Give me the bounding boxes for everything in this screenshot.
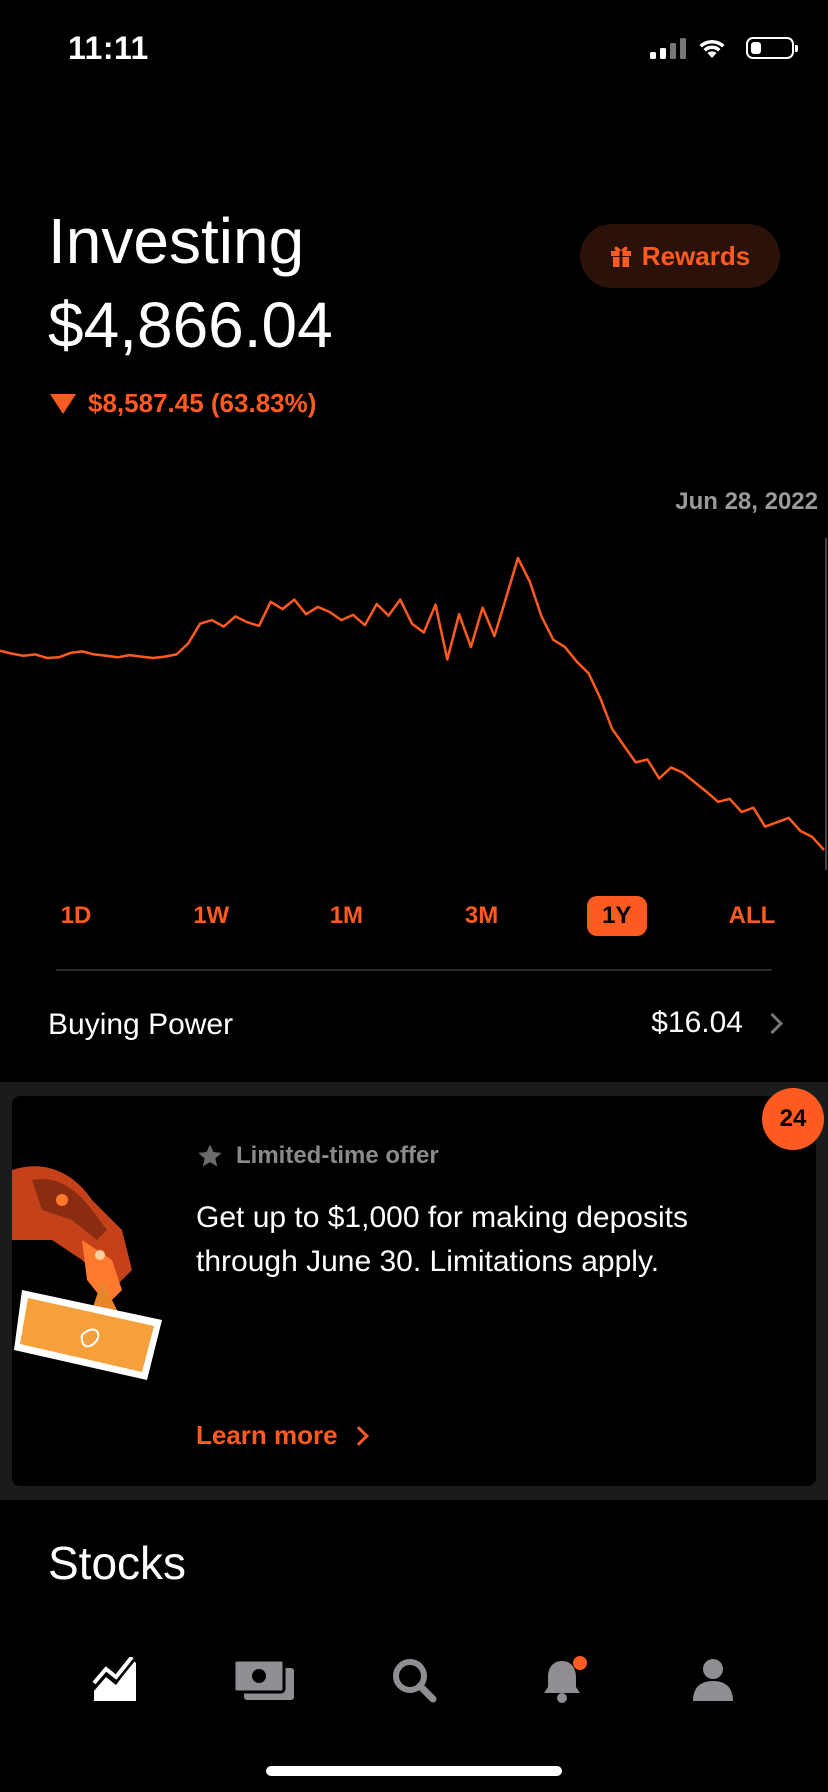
home-indicator: [266, 1766, 562, 1776]
range-3m[interactable]: 3M: [464, 902, 499, 929]
tab-bar: [0, 1640, 828, 1720]
offer-tag: Limited-time offer: [196, 1142, 439, 1170]
offer-count-badge: 24: [762, 1088, 824, 1150]
cash-icon: [232, 1658, 295, 1700]
tab-notifications[interactable]: [524, 1645, 604, 1715]
robot-hand-cash-illustration: [12, 1166, 162, 1380]
portfolio-chart[interactable]: [0, 530, 828, 870]
buying-power-row[interactable]: $16.04: [651, 1006, 784, 1040]
learn-more-label: Learn more: [196, 1420, 338, 1450]
bell-icon: [543, 1656, 587, 1703]
down-triangle-icon: [50, 393, 76, 414]
range-1w[interactable]: 1W: [193, 902, 230, 929]
rewards-button[interactable]: Rewards: [580, 224, 780, 288]
chart-date-label: Jun 28, 2022: [675, 488, 818, 515]
chart-icon: [92, 1657, 136, 1701]
signal-icon: [650, 37, 686, 59]
portfolio-series-line: [0, 556, 825, 851]
buying-power-value: $16.04: [651, 1006, 743, 1039]
range-selector: 1D 1W 1M 3M 1Y ALL: [46, 896, 782, 936]
chevron-right-icon: [348, 1425, 369, 1446]
tab-account[interactable]: [673, 1645, 753, 1715]
tab-transfers[interactable]: [224, 1645, 304, 1715]
portfolio-value: $4,866.04: [48, 289, 333, 361]
offer-card[interactable]: [12, 1096, 816, 1486]
notification-dot: [572, 1656, 587, 1670]
person-icon: [693, 1659, 734, 1701]
range-1m[interactable]: 1M: [329, 902, 364, 929]
range-all[interactable]: ALL: [728, 902, 776, 929]
tab-search[interactable]: [374, 1645, 454, 1715]
wifi-icon: [699, 39, 725, 58]
offer-tag-text: Limited-time offer: [236, 1142, 439, 1169]
range-1y[interactable]: 1Y: [586, 896, 647, 936]
chevron-right-icon: [761, 1012, 784, 1034]
range-1d[interactable]: 1D: [60, 902, 92, 929]
portfolio-change-text: $8,587.45 (63.83%): [88, 388, 317, 418]
gift-icon: [610, 246, 631, 267]
page-title: Investing: [48, 205, 305, 277]
star-icon: [198, 1144, 222, 1167]
search-icon: [392, 1659, 437, 1703]
divider: [56, 969, 772, 971]
learn-more-link[interactable]: Learn more: [196, 1420, 369, 1451]
stocks-section-title: Stocks: [48, 1537, 187, 1589]
portfolio-change: $8,587.45 (63.83%): [50, 388, 316, 419]
status-time: 11:11: [68, 30, 149, 66]
tab-investing[interactable]: [75, 1645, 155, 1715]
rewards-label: Rewards: [641, 240, 751, 271]
buying-power-label[interactable]: Buying Power: [48, 1008, 234, 1041]
battery-icon: [746, 37, 798, 59]
status-icons: [650, 36, 798, 60]
offer-text: Get up to $1,000 for making deposits thr…: [196, 1201, 688, 1278]
